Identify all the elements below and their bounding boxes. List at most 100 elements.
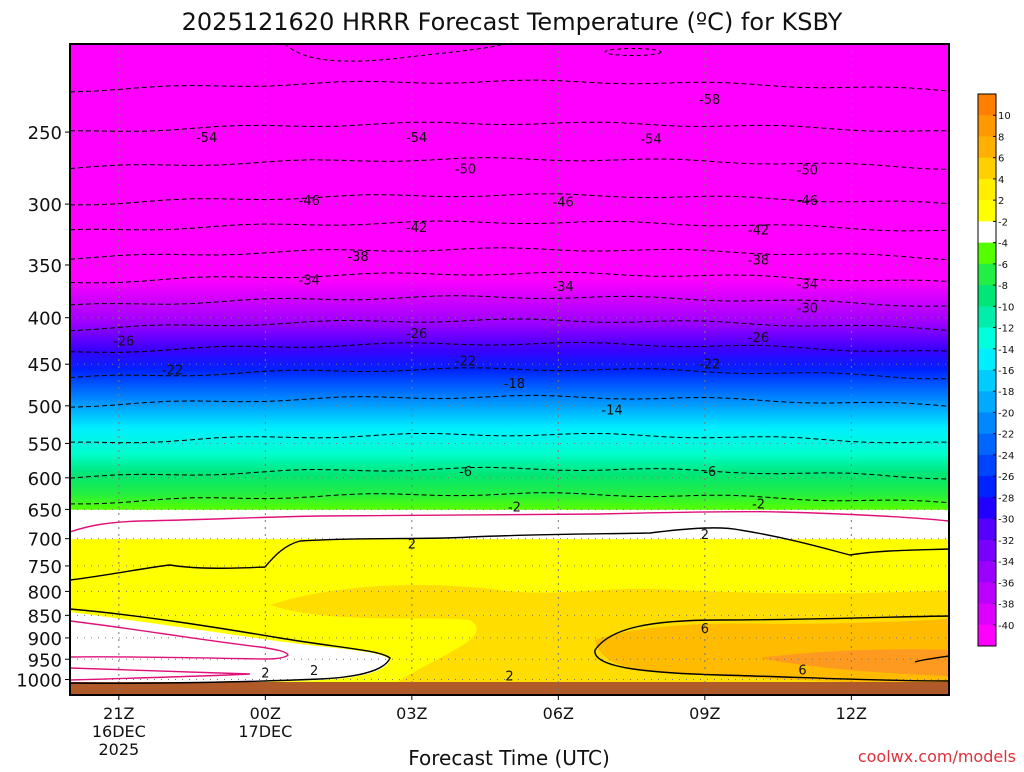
contour-label: -34 bbox=[299, 273, 320, 288]
contour-label: -46 bbox=[797, 194, 818, 209]
y-tick-label: 750 bbox=[28, 557, 62, 578]
y-tick-label: 550 bbox=[28, 434, 62, 455]
contour-label: -30 bbox=[797, 302, 818, 317]
contour-label: -2 bbox=[752, 497, 765, 512]
zero-isotherm-upper bbox=[70, 510, 949, 533]
isotherm-line bbox=[70, 79, 949, 93]
y-tick-label: 250 bbox=[28, 123, 62, 144]
contour-label: -34 bbox=[553, 280, 574, 295]
plus6-isotherm-right bbox=[914, 655, 949, 663]
contour-label: -34 bbox=[797, 278, 818, 293]
credit-link[interactable]: coolwx.com/models bbox=[858, 747, 1016, 766]
colorbar-swatch bbox=[978, 94, 996, 116]
warm-band-8c bbox=[760, 649, 949, 676]
y-tick-label: 350 bbox=[28, 256, 62, 277]
colorbar-swatch bbox=[978, 624, 996, 647]
colorbar-label: -24 bbox=[998, 451, 1014, 462]
colorbar-swatch bbox=[978, 497, 996, 520]
contour-label: 6 bbox=[701, 622, 709, 637]
isotherm-line bbox=[70, 318, 949, 332]
colorbar-swatch bbox=[978, 115, 996, 137]
colorbar-label: -34 bbox=[998, 557, 1014, 568]
contour-label: -42 bbox=[748, 224, 769, 239]
colorbar-label: -22 bbox=[998, 430, 1014, 441]
contour-label: -54 bbox=[196, 131, 217, 146]
colorbar-label: -20 bbox=[998, 408, 1014, 419]
colorbar-swatch bbox=[978, 454, 996, 477]
x-tick-label: 21Z bbox=[103, 704, 134, 723]
contour-label: -18 bbox=[504, 377, 525, 392]
contour-label: -46 bbox=[553, 195, 574, 210]
y-tick-label: 800 bbox=[28, 582, 62, 603]
colorbar-swatch bbox=[978, 348, 996, 371]
isotherm-closed bbox=[604, 48, 662, 56]
colorbar: 10 8 6 4 2 -2 -4 -6 -8 -10 -12 -14 -16 -18 -20 -22 -24 -2… bbox=[977, 93, 1014, 647]
colorbar-swatch bbox=[978, 306, 996, 329]
colorbar-swatch bbox=[978, 539, 996, 562]
isotherm-contours bbox=[70, 44, 949, 505]
axes: 2503003504004505005506006507007508008509… bbox=[16, 123, 867, 759]
contour-label: -2 bbox=[508, 500, 521, 515]
y-tick-label: 900 bbox=[28, 629, 62, 650]
plus2-isotherm-upper bbox=[70, 527, 949, 581]
contour-label: -38 bbox=[748, 253, 769, 268]
colorbar-label: 2 bbox=[998, 196, 1004, 207]
x-tick-label: 12Z bbox=[836, 704, 867, 723]
y-tick-label: 600 bbox=[28, 469, 62, 490]
contour-label: 2 bbox=[310, 664, 318, 679]
isotherm-line bbox=[70, 121, 949, 132]
cold-pocket bbox=[70, 612, 390, 684]
contour-label: -42 bbox=[406, 221, 427, 236]
plus6-isotherm bbox=[594, 615, 949, 682]
colorbar-label: -30 bbox=[998, 515, 1014, 526]
plot-frame bbox=[69, 43, 950, 696]
isotherm-line bbox=[70, 341, 949, 353]
colorbar-swatch bbox=[978, 603, 996, 626]
chart-title: 2025121620 HRRR Forecast Temperature (ºC… bbox=[182, 8, 843, 36]
contour-label: -6 bbox=[459, 465, 472, 480]
colorbar-label: 6 bbox=[998, 154, 1004, 165]
colorbar-swatch bbox=[978, 327, 996, 350]
colorbar-swatch bbox=[978, 136, 996, 159]
colorbar-label: -6 bbox=[998, 260, 1008, 271]
contour-label: 6 bbox=[798, 664, 806, 679]
y-tick-label: 450 bbox=[28, 355, 62, 376]
x-tick-label: 09Z bbox=[689, 704, 720, 723]
isotherm-line bbox=[70, 432, 949, 444]
x-tick-label: 00Z bbox=[250, 704, 281, 723]
isotherm-top bbox=[284, 44, 506, 62]
isotherm-line bbox=[70, 492, 949, 505]
colorbar-swatch bbox=[978, 518, 996, 541]
colorbar-label: 10 bbox=[998, 111, 1011, 122]
y-tick-label: 300 bbox=[28, 195, 62, 216]
zero-isotherm-bottom bbox=[70, 667, 251, 681]
colorbar-swatch bbox=[978, 370, 996, 392]
x-tick-sublabel: 17DEC bbox=[238, 722, 292, 741]
contour-label: -50 bbox=[797, 164, 818, 179]
colorbar-label: -36 bbox=[998, 578, 1014, 589]
contour-label: -26 bbox=[113, 335, 134, 350]
colorbar-label: -14 bbox=[998, 345, 1014, 356]
isotherm-line bbox=[70, 247, 949, 261]
colorbar-label: -26 bbox=[998, 472, 1014, 483]
contour-label: 2 bbox=[701, 528, 709, 543]
x-tick-sublabel: 2025 bbox=[98, 740, 139, 759]
colorbar-swatch bbox=[978, 242, 996, 265]
colorbar-swatch bbox=[978, 178, 996, 201]
colorbar-swatch bbox=[978, 561, 996, 583]
contour-label: -6 bbox=[703, 465, 716, 480]
y-tick-label: 650 bbox=[28, 500, 62, 521]
freezing-lines bbox=[70, 510, 949, 684]
contour-label: 2 bbox=[408, 538, 416, 553]
isotherm-line bbox=[70, 295, 949, 307]
contour-label: -22 bbox=[162, 363, 183, 378]
ground-band bbox=[70, 682, 949, 695]
contour-label: -22 bbox=[455, 355, 476, 370]
colorbar-label: -16 bbox=[998, 366, 1014, 377]
contour-label: -54 bbox=[406, 131, 427, 146]
y-tick-label: 850 bbox=[28, 606, 62, 627]
colorbar-label: 4 bbox=[998, 175, 1004, 186]
isotherm-line bbox=[70, 466, 949, 480]
y-tick-label: 400 bbox=[28, 309, 62, 330]
colorbar-swatch bbox=[978, 157, 996, 180]
